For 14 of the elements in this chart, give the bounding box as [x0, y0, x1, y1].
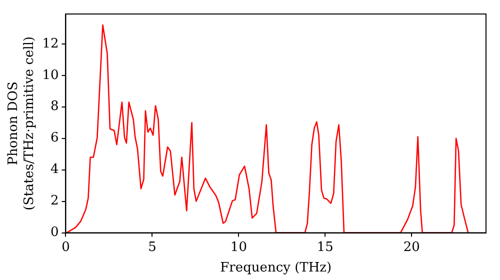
y-tick-label: 2 [50, 194, 59, 209]
x-tick-label: 5 [148, 240, 156, 255]
x-tick-label: 15 [316, 240, 334, 255]
x-tick-label: 20 [403, 240, 420, 255]
x-axis-title: Frequency (THz) [220, 260, 332, 276]
y-tick-label: 8 [50, 99, 59, 114]
y-tick-label: 6 [50, 130, 59, 146]
y-tick-label: 0 [50, 225, 59, 240]
y-axis-title: Phonon DOS (States/THz·primitive cell) [6, 36, 37, 210]
x-tick-label: 0 [62, 240, 70, 255]
y-tick-label: 12 [42, 36, 59, 52]
y-tick-label: 4 [50, 162, 59, 178]
x-tick-label: 10 [230, 240, 247, 255]
y-tick-label: 10 [42, 68, 59, 83]
